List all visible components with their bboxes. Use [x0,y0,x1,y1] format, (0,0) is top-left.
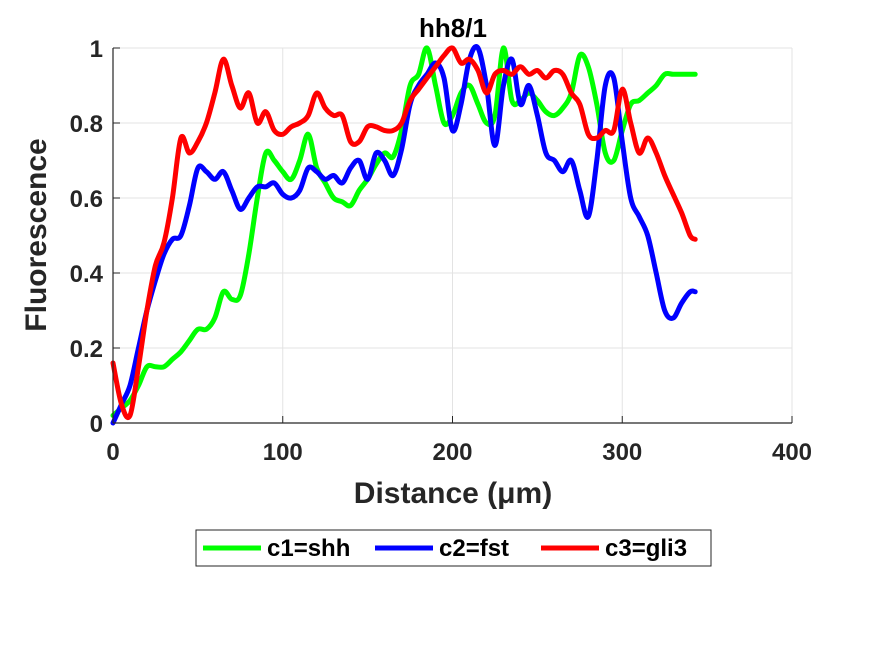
y-tick-label: 0.4 [70,261,104,288]
x-axis-label: Distance (μm) [354,477,552,510]
tick-labels: 0 100 200 300 400 0 0.2 0.4 0.6 0.8 1 [70,36,812,466]
legend-label-2: c2=fst [439,535,509,562]
y-tick-label: 0.8 [70,111,103,138]
legend-box [195,529,712,567]
x-tick-label: 200 [432,439,472,466]
x-tick-label: 300 [602,439,642,466]
x-tick-label: 100 [263,439,303,466]
chart-title: hh8/1 [419,13,487,43]
y-tick-label: 0.6 [70,186,103,213]
series-group [110,44,698,426]
y-tick-label: 0 [90,411,103,438]
y-tick-label: 0.2 [70,336,103,363]
series-line-2 [110,44,698,426]
legend-label-3: c3=gli3 [605,535,687,562]
x-tick-label: 400 [772,439,812,466]
legend: c1=shh c2=fst c3=gli3 [195,529,712,567]
axes [112,47,793,424]
legend-label-1: c1=shh [267,535,350,562]
series-line-3 [110,45,698,421]
y-tick-label: 1 [90,36,103,63]
y-axis-label: Fluorescence [20,138,53,331]
x-tick-label: 0 [106,439,119,466]
